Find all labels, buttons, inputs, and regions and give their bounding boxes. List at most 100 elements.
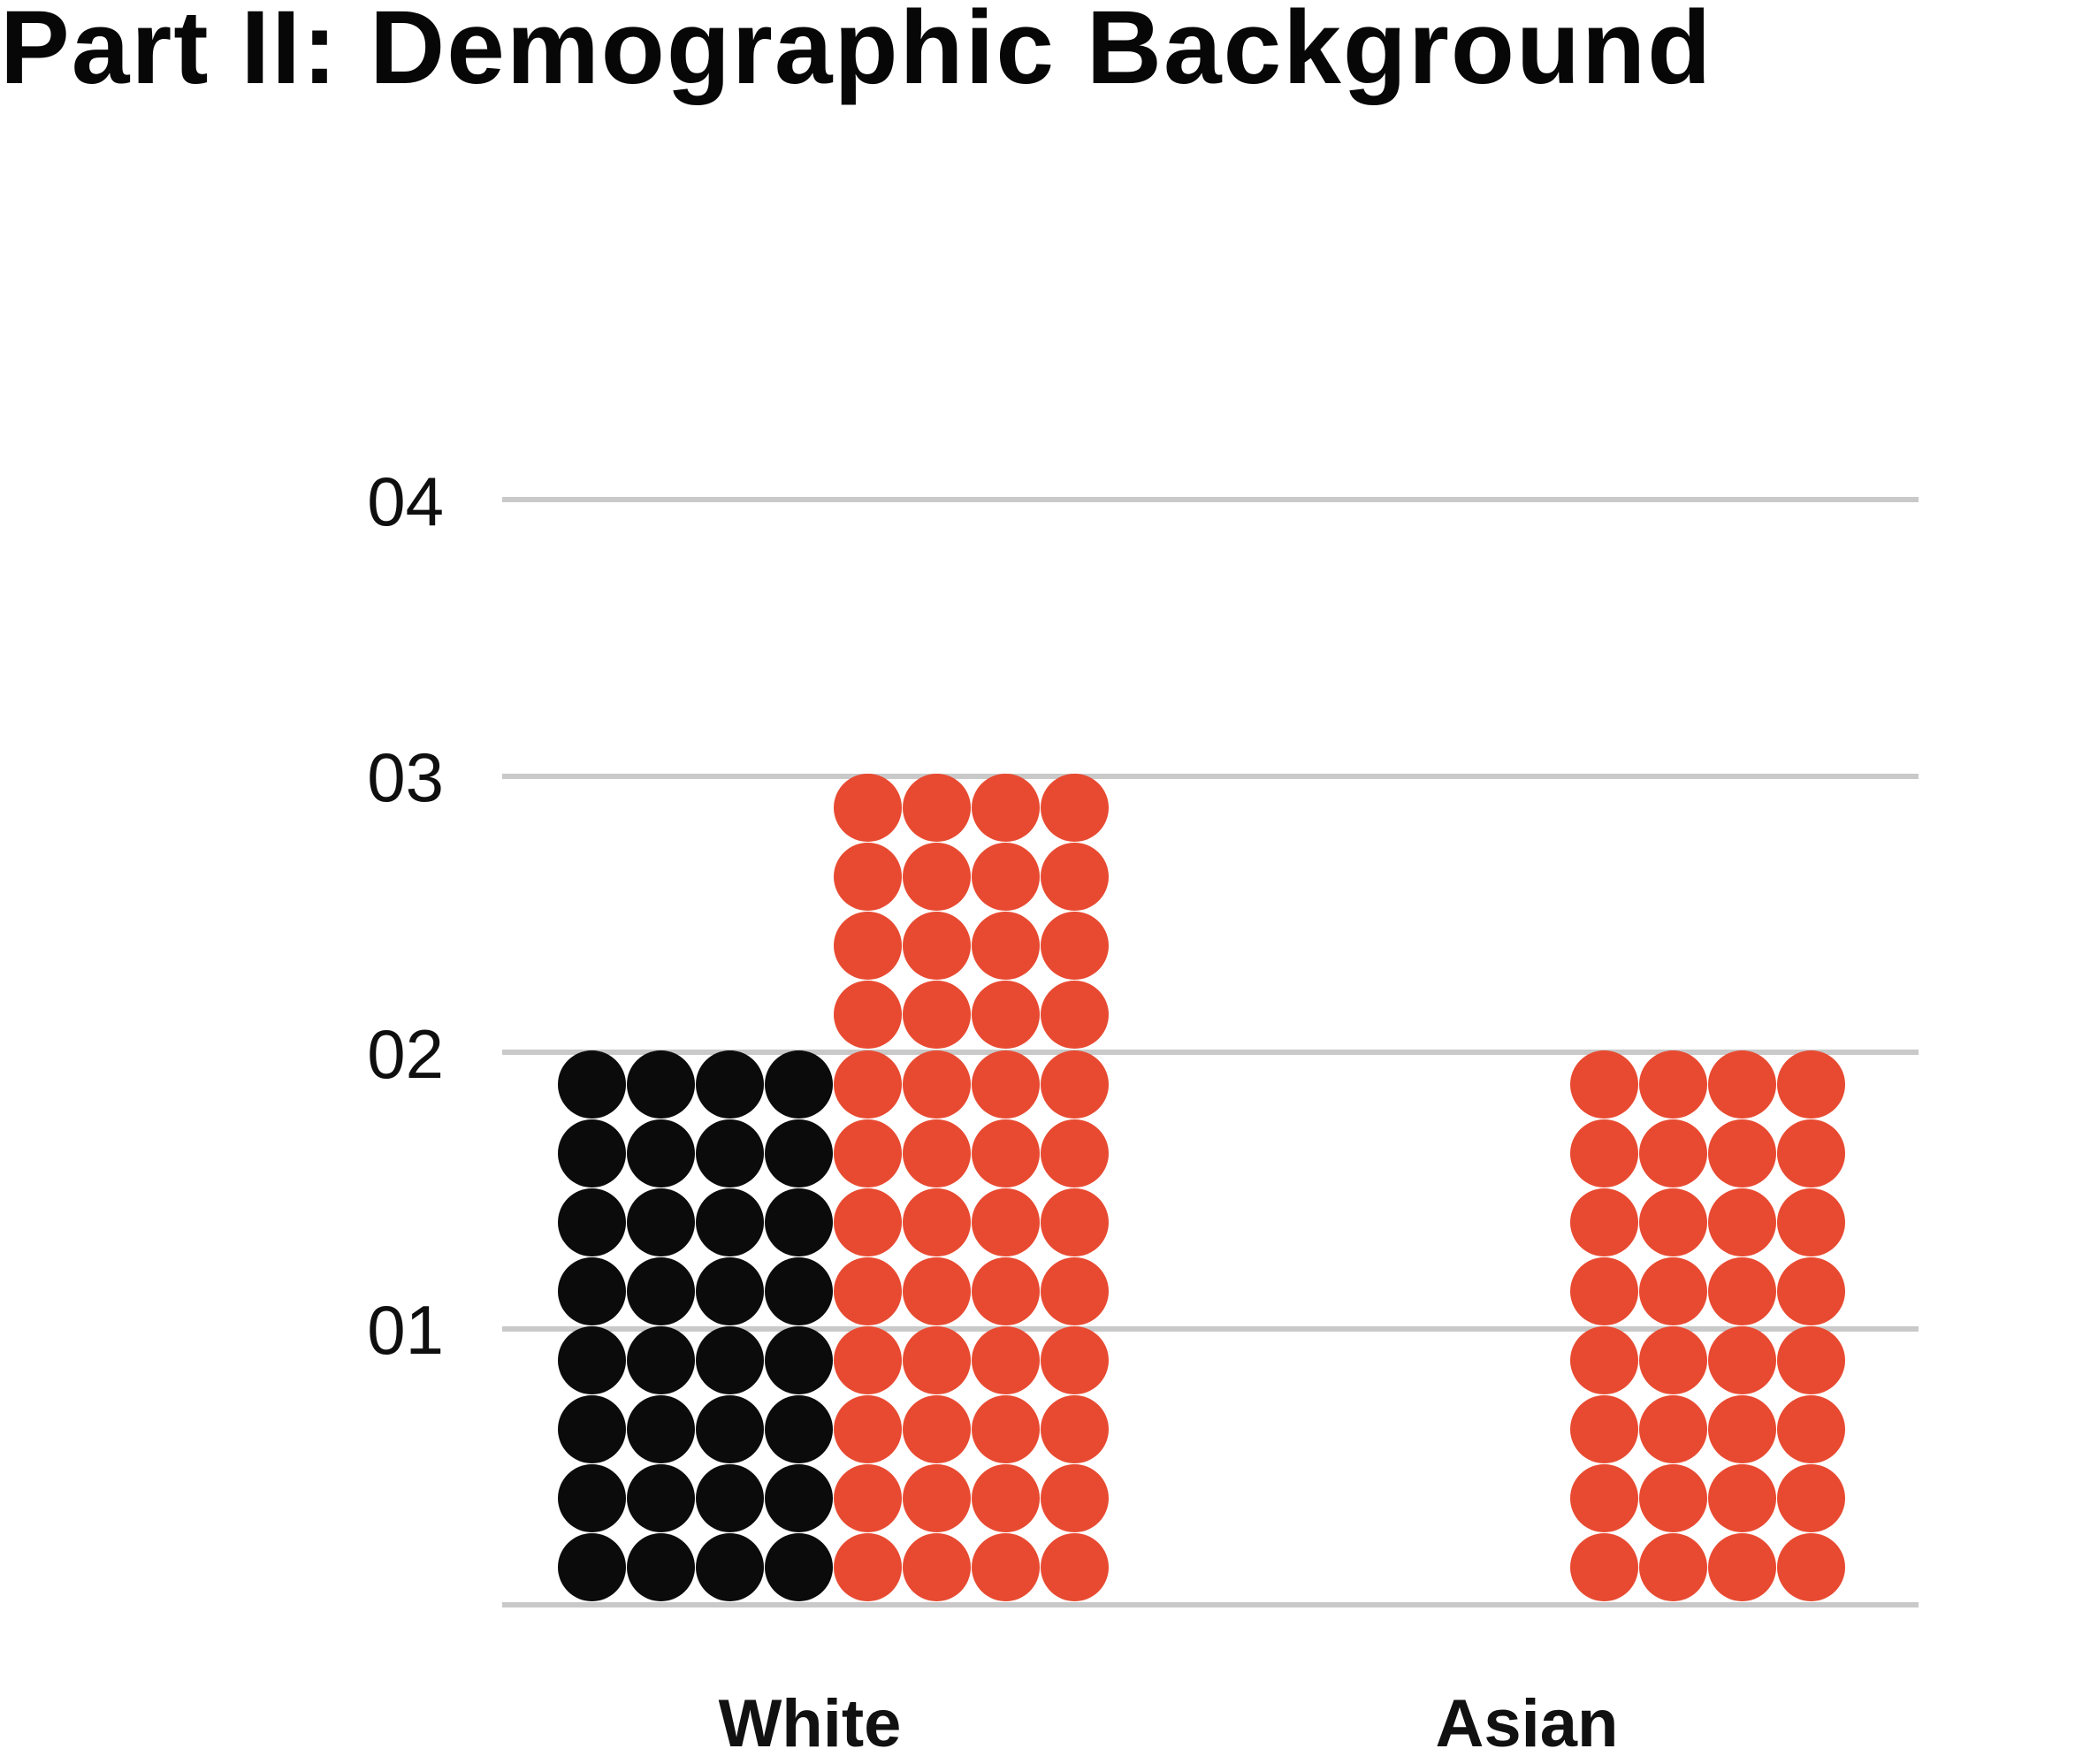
red-dot: [1569, 1395, 1638, 1464]
red-dot: [1041, 912, 1110, 981]
black-dot: [764, 1395, 833, 1464]
red-dot: [1638, 1464, 1707, 1533]
red-dot: [1707, 1256, 1776, 1325]
red-dot: [903, 1119, 972, 1187]
red-dot: [903, 1464, 972, 1533]
red-dot: [834, 843, 903, 912]
red-dot: [972, 1119, 1041, 1187]
x-axis-baseline: [502, 1602, 1919, 1607]
red-dot: [1041, 1050, 1110, 1119]
black-dot: [626, 1395, 695, 1464]
red-dot: [1638, 1326, 1707, 1395]
red-dot: [1776, 1533, 1845, 1602]
red-dot: [834, 1187, 903, 1256]
red-dot: [903, 774, 972, 843]
black-dot: [557, 1050, 626, 1119]
red-dot: [1041, 1326, 1110, 1395]
red-dot: [1638, 1119, 1707, 1187]
red-dot: [1041, 1395, 1110, 1464]
black-dot: [557, 1326, 626, 1395]
black-dot: [764, 1533, 833, 1602]
gridline: [502, 1050, 1919, 1055]
red-dot: [1041, 843, 1110, 912]
black-dot: [764, 1119, 833, 1187]
red-dot: [1041, 1464, 1110, 1533]
black-dot: [695, 1464, 764, 1533]
black-dot: [626, 1050, 695, 1119]
red-dot: [1776, 1326, 1845, 1395]
red-dot: [903, 843, 972, 912]
black-dot: [695, 1256, 764, 1325]
red-dot: [1569, 1119, 1638, 1187]
red-dot: [1041, 1187, 1110, 1256]
red-dot: [1707, 1395, 1776, 1464]
red-dot: [1776, 1119, 1845, 1187]
red-dot: [1776, 1395, 1845, 1464]
y-axis-tick-label: 02: [367, 1014, 444, 1093]
red-dot: [1638, 1256, 1707, 1325]
black-dot: [626, 1119, 695, 1187]
red-dot: [1041, 1119, 1110, 1187]
gridline: [502, 497, 1919, 502]
red-dot: [834, 1256, 903, 1325]
red-dot: [1041, 1256, 1110, 1325]
red-dot: [972, 1326, 1041, 1395]
red-dot: [834, 1395, 903, 1464]
y-axis-tick-label: 01: [367, 1291, 444, 1370]
red-dot: [972, 981, 1041, 1050]
red-dot: [972, 1187, 1041, 1256]
red-dot: [834, 1533, 903, 1602]
black-dot: [557, 1464, 626, 1533]
red-dot: [1776, 1464, 1845, 1533]
red-dot: [972, 1533, 1041, 1602]
black-dot: [626, 1187, 695, 1256]
black-dot: [626, 1256, 695, 1325]
black-dot: [695, 1533, 764, 1602]
red-dot: [972, 1256, 1041, 1325]
red-dot: [1707, 1187, 1776, 1256]
red-dot: [903, 1395, 972, 1464]
red-dot: [1638, 1533, 1707, 1602]
red-dot: [972, 1464, 1041, 1533]
black-dot: [764, 1326, 833, 1395]
red-dot: [1776, 1050, 1845, 1119]
black-dot: [557, 1533, 626, 1602]
red-dot: [1707, 1464, 1776, 1533]
red-dot: [972, 774, 1041, 843]
red-dot: [1707, 1533, 1776, 1602]
red-dot: [1776, 1187, 1845, 1256]
red-dot: [1638, 1187, 1707, 1256]
black-dot: [695, 1050, 764, 1119]
gridline: [502, 773, 1919, 779]
x-axis-category-label: Asian: [1435, 1686, 1619, 1761]
black-dot: [626, 1464, 695, 1533]
red-dot: [1638, 1050, 1707, 1119]
red-dot: [1569, 1326, 1638, 1395]
red-dot: [1707, 1326, 1776, 1395]
black-dot: [557, 1119, 626, 1187]
red-dot: [834, 774, 903, 843]
black-dot: [764, 1187, 833, 1256]
red-dot: [903, 912, 972, 981]
page-title: Part II: Demographic Background: [0, 0, 1713, 106]
red-dot: [1041, 774, 1110, 843]
red-dot: [972, 843, 1041, 912]
black-dot: [557, 1187, 626, 1256]
red-dot: [903, 1326, 972, 1395]
red-dot: [1569, 1464, 1638, 1533]
red-dot: [903, 1256, 972, 1325]
black-dot: [764, 1256, 833, 1325]
red-dot: [1569, 1187, 1638, 1256]
red-dot: [1638, 1395, 1707, 1464]
red-dot: [903, 1533, 972, 1602]
x-axis-category-label: White: [718, 1686, 902, 1761]
red-dot: [1569, 1050, 1638, 1119]
black-dot: [557, 1395, 626, 1464]
red-dot: [1041, 1533, 1110, 1602]
red-dot: [972, 1395, 1041, 1464]
red-dot: [1707, 1050, 1776, 1119]
red-dot: [834, 1119, 903, 1187]
red-dot: [834, 981, 903, 1050]
red-dot: [1569, 1256, 1638, 1325]
red-dot: [972, 1050, 1041, 1119]
